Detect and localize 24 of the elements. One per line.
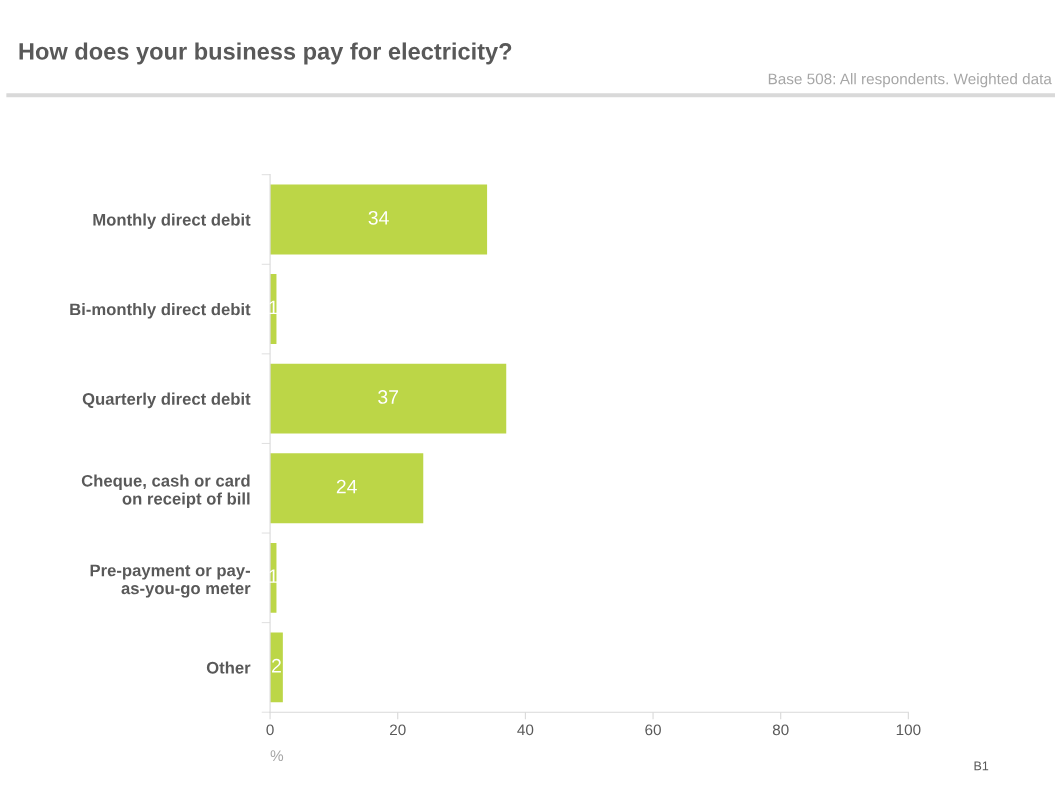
y-tick-label: Quarterly direct debit [82, 392, 251, 409]
x-tick-label: 80 [772, 724, 789, 736]
text: Base 508: All respondents. Weighted data [768, 73, 1052, 88]
x-tick-label: 40 [517, 724, 534, 736]
data-label: 34 [368, 210, 389, 225]
x-tick-label: 0 [266, 724, 274, 736]
x-tick-label: 60 [645, 724, 661, 736]
x-tick-label: 100 [896, 724, 921, 736]
text: B1 [974, 761, 989, 771]
y-tick-label: Monthly direct debit [93, 213, 251, 229]
bar [270, 453, 424, 524]
y-tick-label: Cheque, cash or card on receipt of bill [81, 474, 250, 508]
data-label: 2 [272, 658, 281, 673]
chart-title: How does your business pay for electricity? [19, 42, 512, 65]
data-label: 24 [336, 479, 357, 494]
data-label: 37 [378, 390, 398, 404]
y-tick-label: Other [206, 661, 251, 674]
bar [270, 184, 488, 255]
y-tick-label: Bi-monthly direct debit [70, 303, 251, 319]
bar [270, 363, 507, 434]
bar [270, 632, 283, 703]
x-axis-title: % [270, 750, 284, 762]
x-tick-label: 20 [390, 724, 406, 736]
y-tick-label: Pre-payment or pay- as-you-go meter [90, 564, 251, 598]
